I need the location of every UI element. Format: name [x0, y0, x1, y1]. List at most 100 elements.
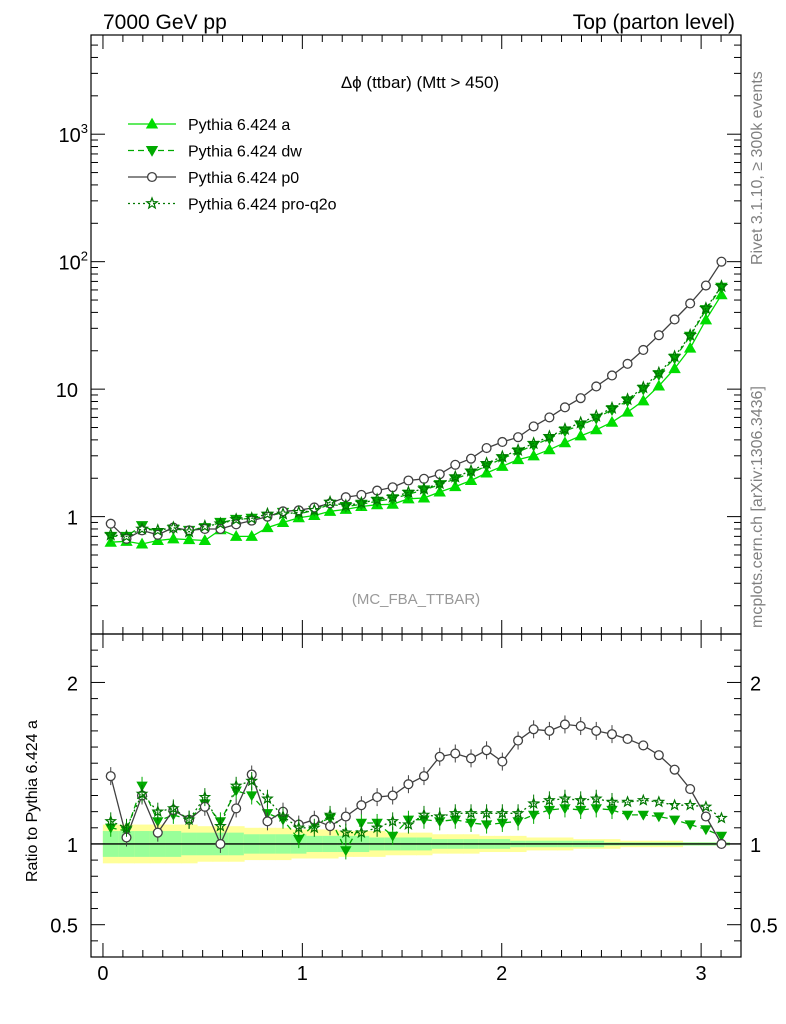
marker-open-star [605, 400, 619, 414]
marker-triangle-up [699, 313, 713, 325]
legend-label: Pythia 6.424 a [188, 117, 290, 134]
marker-open-star [166, 801, 180, 814]
marker-open-star [213, 516, 228, 530]
marker-open-circle [528, 724, 539, 735]
marker-triangle-up [621, 405, 634, 417]
x-tick-label: 2 [496, 963, 507, 985]
marker-open-circle [513, 735, 524, 746]
mcplots-reference-label: mcplots.cern.ch [arXiv:1306.3436] [749, 386, 766, 628]
marker-triangle-up [558, 436, 572, 448]
legend-label: Pythia 6.424 p0 [188, 170, 299, 187]
marker-open-star [714, 279, 729, 293]
marker-open-star [386, 814, 400, 827]
marker-open-star [605, 795, 619, 808]
marker-open-star [589, 792, 603, 805]
marker-open-star [668, 798, 681, 811]
marker-open-star [261, 792, 274, 805]
marker-open-star [276, 809, 290, 822]
marker-open-star [651, 365, 666, 379]
marker-open-star [385, 489, 400, 504]
ratio-y-tick-label-left: 1 [67, 835, 78, 857]
marker-open-star [307, 821, 321, 834]
marker-open-circle [231, 803, 242, 814]
marker-open-circle [653, 330, 664, 341]
x-tick-label: 1 [297, 963, 308, 985]
marker-open-star [103, 527, 118, 541]
marker-open-circle [372, 792, 383, 803]
marker-open-star [135, 787, 149, 800]
legend-label: Pythia 6.424 pro-q2o [188, 197, 337, 214]
ratio-y-tick-label-right: 1 [750, 835, 761, 857]
marker-open-star [150, 523, 165, 537]
marker-triangle-up [464, 474, 478, 486]
marker-triangle-up [637, 394, 650, 406]
series-line [110, 294, 723, 545]
marker-open-star [683, 798, 697, 811]
marker-open-circle [105, 771, 116, 782]
marker-triangle-up [652, 379, 666, 391]
marker-open-star [636, 380, 651, 394]
marker-open-star [120, 821, 133, 834]
marker-triangle-up [543, 443, 556, 455]
marker-triangle-up [511, 453, 525, 465]
marker-open-circle [450, 748, 461, 759]
marker-open-circle [606, 729, 618, 740]
marker-open-circle [497, 756, 508, 767]
marker-open-circle [403, 779, 414, 790]
marker-triangle-up [135, 537, 149, 549]
marker-open-star [636, 793, 650, 806]
marker-open-circle [105, 518, 116, 529]
y-tick-label: 1 [67, 508, 78, 530]
marker-open-star [683, 327, 698, 342]
marker-open-circle [700, 811, 711, 822]
marker-open-circle [653, 750, 664, 761]
marker-open-circle [356, 489, 367, 500]
marker-open-star [526, 436, 541, 450]
legend-item: Pythia 6.424 pro-q2o [128, 196, 337, 214]
marker-triangle-up [167, 532, 180, 544]
marker-open-star [464, 463, 478, 477]
marker-triangle-up [198, 534, 212, 545]
marker-triangle-up [683, 341, 697, 353]
marker-open-star [260, 506, 275, 520]
marker-triangle-up [527, 449, 540, 461]
legend-item: Pythia 6.424 a [128, 117, 290, 134]
marker-open-star [448, 806, 462, 819]
marker-open-circle [340, 811, 351, 822]
marker-triangle-up [433, 485, 446, 497]
ratio-y-tick-label-left: 2 [67, 673, 78, 695]
ratio-series-line [110, 784, 722, 852]
marker-triangle-down [386, 831, 399, 842]
marker-open-circle [716, 256, 727, 267]
marker-open-circle [513, 432, 524, 443]
marker-open-star [667, 349, 682, 363]
ratio-y-axis-label: Ratio to Pythia 6.424 a [24, 720, 41, 882]
marker-triangle-up [182, 533, 196, 545]
y-tick-label: 103 [59, 121, 88, 147]
legend-label: Pythia 6.424 dw [188, 144, 302, 161]
marker-open-circle [403, 475, 414, 486]
marker-open-circle [465, 453, 477, 464]
marker-open-star [145, 196, 159, 210]
marker-open-circle [685, 783, 696, 795]
marker-open-star [135, 521, 149, 535]
marker-open-star [480, 806, 493, 819]
marker-open-circle [356, 800, 367, 811]
marker-open-star [699, 800, 713, 813]
marker-open-star [511, 442, 525, 457]
analysis-watermark: (MC_FBA_TTBAR) [352, 591, 480, 608]
marker-triangle-down [653, 812, 665, 823]
marker-open-circle [387, 790, 398, 801]
marker-open-circle [481, 443, 492, 454]
marker-open-star [621, 795, 634, 808]
marker-open-star [323, 494, 337, 508]
marker-open-star [182, 524, 196, 538]
marker-open-circle [528, 421, 539, 432]
header-left-label: 7000 GeV pp [103, 11, 227, 34]
marker-open-circle [575, 393, 586, 404]
marker-open-star [338, 498, 353, 512]
marker-open-star [589, 408, 604, 422]
